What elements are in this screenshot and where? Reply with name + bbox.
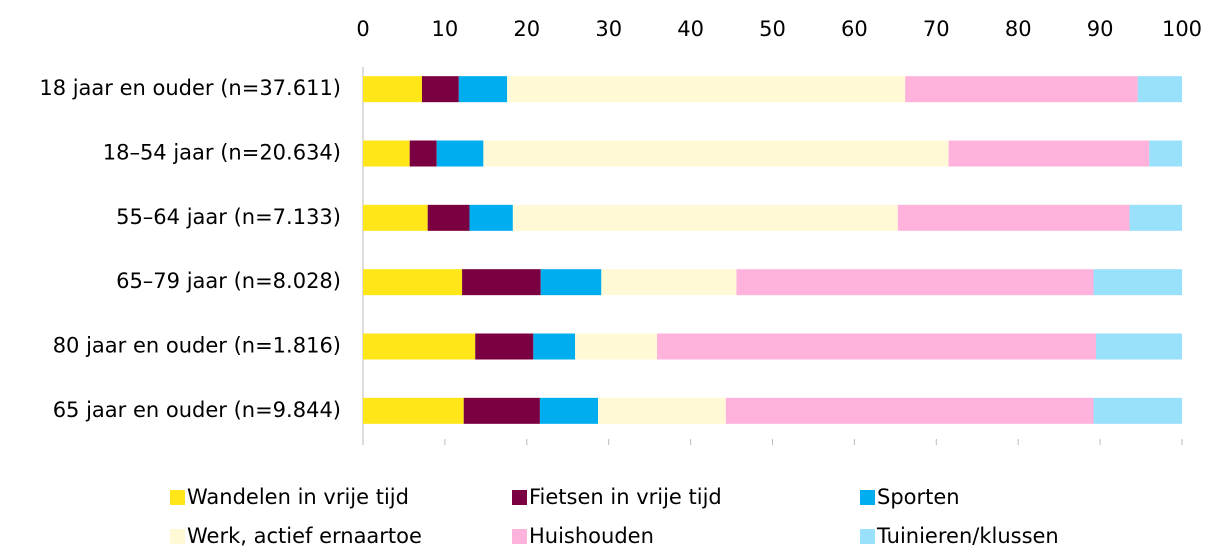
legend-label: Huishouden [529,524,654,548]
bar-segment [363,397,464,424]
bar-segment [1096,333,1182,360]
bar-segment [601,269,737,296]
y-tick-label: 55–64 jaar (n=7.133) [116,205,341,229]
legend-swatch [512,490,527,505]
bar-segment [540,269,602,296]
x-tick-label: 60 [841,17,868,41]
bar-segment [475,333,534,360]
bar-segment [421,76,459,103]
bar-segment [1149,140,1182,167]
bar-segment [363,333,476,360]
bar-segment [436,140,484,167]
legend-swatch [170,490,185,505]
y-tick-label: 65 jaar en ouder (n=9.844) [53,398,341,422]
bar-segment [1137,76,1182,103]
y-tick-label: 65–79 jaar (n=8.028) [116,269,341,293]
y-tick-label: 80 jaar en ouder (n=1.816) [53,334,341,358]
bar-segment [463,397,540,424]
bar-segment [1129,204,1182,231]
bar-segment [462,269,541,296]
legend-label: Tuinieren/klussen [876,524,1059,548]
legend-swatch [860,490,875,505]
x-tick-label: 10 [432,17,459,41]
bar-segment [725,397,1094,424]
bar-segment [363,269,463,296]
bar-segment [598,397,726,424]
bar-segment [905,76,1138,103]
bar-segment [533,333,576,360]
bar-segment [512,204,898,231]
bar-segment [948,140,1150,167]
bar-segment [575,333,658,360]
x-tick-label: 0 [356,17,369,41]
bar-segment [539,397,599,424]
legend-swatch [512,529,527,544]
bar-segment [458,76,508,103]
bar-segment [409,140,437,167]
bar-segment [363,204,428,231]
x-tick-label: 70 [923,17,950,41]
legend-swatch [170,529,185,544]
legend-label: Sporten [877,485,960,509]
legend-label: Wandelen in vrije tijd [187,485,409,509]
bar-segment [657,333,1097,360]
bar-segment [469,204,513,231]
x-tick-label: 90 [1087,17,1114,41]
x-tick-label: 50 [759,17,786,41]
bar-segment [363,140,410,167]
bar-segment [897,204,1130,231]
x-tick-label: 80 [1005,17,1032,41]
x-tick-label: 100 [1162,17,1202,41]
x-tick-label: 30 [595,17,622,41]
bar-segment [1093,269,1182,296]
x-tick-label: 20 [513,17,540,41]
bar-segment [1093,397,1182,424]
bar-segment [736,269,1094,296]
y-tick-label: 18–54 jaar (n=20.634) [103,141,341,165]
bar-segment [427,204,470,231]
legend-label: Fietsen in vrije tijd [529,485,722,509]
y-tick-label: 18 jaar en ouder (n=37.611) [39,76,341,100]
bar-segment [507,76,906,103]
x-tick-label: 40 [677,17,704,41]
legend-label: Werk, actief ernaartoe [187,524,422,548]
bar-segment [363,76,422,103]
legend-swatch [860,529,875,544]
bar-segment [483,140,949,167]
